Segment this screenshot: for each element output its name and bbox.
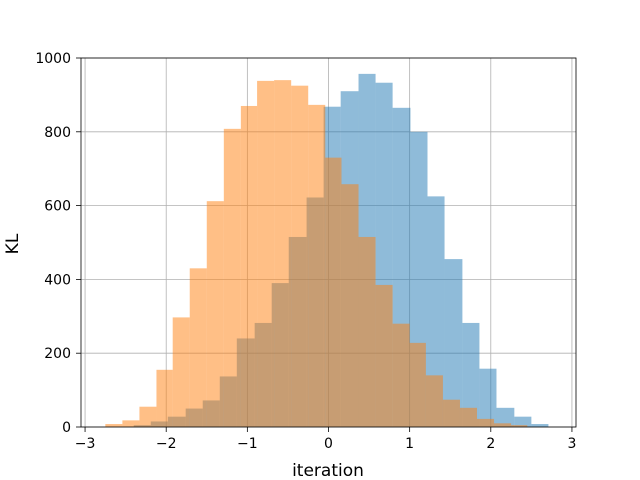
bar-series-1-bin-12 <box>308 104 326 427</box>
y-axis-label: KL <box>3 233 23 254</box>
y-tick-label-0: 0 <box>62 420 71 436</box>
x-axis-label: iteration <box>292 461 364 480</box>
y-tick-label-4: 800 <box>44 125 71 141</box>
x-tick-label-0: −3 <box>75 436 96 452</box>
bar-series-1-bin-13 <box>325 157 342 427</box>
x-tick-label-6: 3 <box>567 436 576 452</box>
bar-series-1-bin-8 <box>240 105 258 427</box>
bar-series-1-bin-16 <box>375 284 393 427</box>
axes-frame <box>80 57 577 428</box>
bar-series-1-bin-7 <box>223 128 241 427</box>
bar-series-0-bin-23 <box>531 424 549 427</box>
bar-series-1-bin-2 <box>139 406 157 427</box>
y-tick-label-2: 400 <box>44 272 71 288</box>
bar-series-0-bin-18 <box>444 259 463 427</box>
bar-series-1-bin-11 <box>291 85 309 428</box>
bar-series-1-bin-20 <box>442 399 460 427</box>
bar-series-0-bin-22 <box>514 416 532 427</box>
bar-series-1-bin-10 <box>274 80 292 427</box>
bar-series-1-bin-14 <box>341 184 359 427</box>
bar-series-1-bin-23 <box>494 423 512 427</box>
ticks: −3 −2 −1 0 1 2 3 0 200 400 600 800 1000 <box>35 51 576 452</box>
bar-series-1-bin-21 <box>459 407 477 427</box>
bar-series-1-bin-24 <box>511 425 528 427</box>
y-tick-label-5: 1000 <box>35 51 71 67</box>
bar-series-1-bin-5 <box>189 268 207 427</box>
plot-frame <box>80 57 577 428</box>
bar-series-0-bin-20 <box>479 368 497 427</box>
bar-series-1-bin-18 <box>409 342 426 427</box>
bars <box>105 73 549 428</box>
bar-series-0-bin-17 <box>427 196 445 427</box>
bar-series-1-bin-22 <box>477 418 495 427</box>
bar-series-1-bin-0 <box>105 424 123 427</box>
bar-series-1-bin-19 <box>425 375 443 427</box>
bar-series-1-bin-6 <box>206 201 224 427</box>
bar-series-0-bin-19 <box>462 322 480 427</box>
bar-series-1-bin-15 <box>358 236 376 427</box>
y-tick-label-1: 200 <box>44 346 71 362</box>
x-tick-label-5: 2 <box>486 436 495 452</box>
x-tick-label-2: −1 <box>237 436 258 452</box>
bar-series-1-bin-3 <box>156 369 173 427</box>
x-tick-label-1: −2 <box>156 436 177 452</box>
bar-series-1-bin-17 <box>392 323 410 427</box>
x-tick-label-3: 0 <box>324 436 333 452</box>
bar-series-1-bin-4 <box>172 317 190 427</box>
bar-series-0-bin-21 <box>496 407 515 427</box>
bar-series-1-bin-1 <box>122 420 140 427</box>
bar-series-1-bin-9 <box>257 80 275 428</box>
y-tick-label-3: 600 <box>44 199 71 215</box>
x-tick-label-4: 1 <box>405 436 414 452</box>
